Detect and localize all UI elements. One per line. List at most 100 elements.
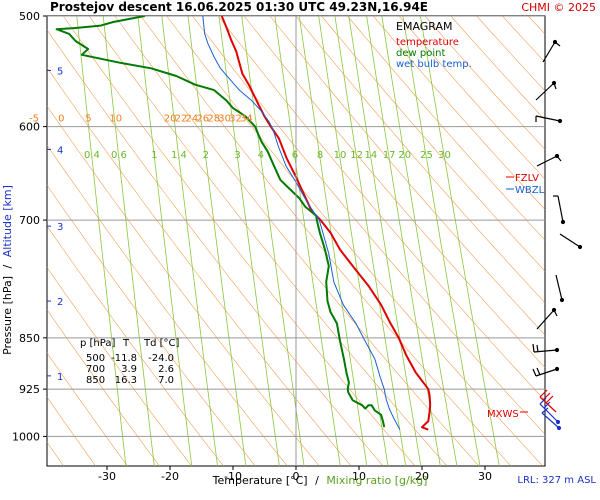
pressure-tick-label: 1000 <box>12 430 40 443</box>
wind-barb <box>536 153 562 167</box>
x-tick-label: -10 <box>224 470 242 483</box>
table-cell: 16.3 <box>115 375 137 386</box>
legend-dew-point: dew point <box>396 48 445 59</box>
dry-adiabat-line <box>47 352 128 466</box>
wind-barb <box>532 366 560 377</box>
wet-bulb-line <box>202 16 401 430</box>
x-tick-label: -30 <box>98 470 116 483</box>
mixing-ratio-line <box>298 16 368 466</box>
table-header-td: Td [°C] <box>143 338 180 349</box>
mixing-ratio-line <box>274 16 341 466</box>
dry-adiabat-line <box>424 16 545 150</box>
x-tick-label: -20 <box>161 470 179 483</box>
dry-adiabat-label: 28 <box>207 114 220 125</box>
mixing-ratio-line <box>187 16 247 466</box>
mxws-label: MXWS <box>487 409 519 420</box>
mixing-ratio-line <box>381 16 458 466</box>
dry-adiabat-label: 30 <box>218 114 231 125</box>
wind-barb <box>535 115 563 124</box>
wind-barb <box>539 397 561 425</box>
table-cell: 700 <box>86 364 105 375</box>
x-label-separator: / <box>315 474 319 487</box>
mixing-ratio-label: 12 <box>350 150 363 161</box>
mixing-ratio-label: 2 <box>203 150 209 161</box>
wbzl-marker: WBZL <box>506 185 545 196</box>
dry-adiabat-line <box>166 16 544 466</box>
pressure-tick-label: 500 <box>19 10 40 23</box>
dry-adiabat-label: 20 <box>164 114 177 125</box>
dry-adiabat-line <box>321 16 545 272</box>
dry-adiabat-line <box>192 16 545 435</box>
wbzl-label: WBZL <box>515 185 545 196</box>
pressure-tick-label: 600 <box>19 121 40 134</box>
dry-adiabat-label: 0 <box>58 114 64 125</box>
dry-adiabat-line <box>398 16 545 180</box>
altitude-tick-label: 1 <box>57 372 63 383</box>
credit-label: CHMI © 2025 <box>521 1 596 14</box>
dry-adiabat-line <box>47 105 320 466</box>
y-axis-title: Pressure [hPa] / Altitude [km] <box>1 185 14 355</box>
dry-adiabat-line <box>63 16 416 466</box>
wind-barb <box>542 39 561 63</box>
mixing-ratio-label: 0.4 <box>84 150 100 161</box>
mixing-ratio-line <box>348 16 422 466</box>
dry-adiabat-line <box>347 16 545 241</box>
mixing-ratio-line <box>318 16 389 466</box>
mixing-ratio-label: 14 <box>365 150 378 161</box>
lrl-label: LRL: 327 m ASL <box>517 475 596 486</box>
dry-adiabat-label: 26 <box>196 114 209 125</box>
x-tick-label: 20 <box>415 470 429 483</box>
wind-barb <box>532 343 560 353</box>
wind-barbs <box>532 39 583 431</box>
dry-adiabat-line <box>47 29 384 466</box>
dry-adiabat-label: 24 <box>186 114 199 125</box>
mixing-ratio-line <box>218 16 280 466</box>
mixing-ratio-label: 25 <box>420 150 433 161</box>
mixing-ratio-line <box>161 16 218 466</box>
x-tick-label: 10 <box>352 470 366 483</box>
table-cell: 2.6 <box>158 364 174 375</box>
dry-adiabat-label: 32 <box>229 114 242 125</box>
mixing-ratio-line <box>76 16 127 466</box>
dry-adiabat-line <box>269 16 545 336</box>
table-cell: 3.9 <box>121 364 137 375</box>
mixing-ratio-label: 8 <box>317 150 323 161</box>
dew-point-line <box>55 16 386 428</box>
legend-title: EMAGRAM <box>396 20 453 33</box>
dry-adiabat-label: 34 <box>240 114 253 125</box>
mxws-marker: MXWS <box>487 409 528 420</box>
mixing-ratio-label: 30 <box>438 150 451 161</box>
table-cell: -24.0 <box>148 353 174 364</box>
data-table: p [hPa] T Td [°C] 500 -11.8 -24.0 700 3.… <box>80 338 180 386</box>
wind-barb <box>536 307 558 330</box>
temperature-line <box>220 16 432 431</box>
wind-barb <box>535 80 557 101</box>
svg-text:Temperature [°C] /: Temperature [°C] / Mixing ratio [g/kg] <box>212 474 428 487</box>
x-axis-title: Temperature [°C] / Mixing ratio [g/kg] <box>212 474 428 487</box>
y-label-altitude: Altitude [km] <box>1 185 14 257</box>
x-label-temperature: Temperature [°C] <box>212 474 308 487</box>
dry-adiabat-label: 10 <box>109 114 122 125</box>
dry-adiabat-label: 22 <box>175 114 188 125</box>
altitude-tick-label: 4 <box>57 145 63 156</box>
mixing-ratio-label: 0.6 <box>111 150 127 161</box>
mixing-ratio-label: 6 <box>292 150 298 161</box>
mixing-ratio-line <box>402 16 481 466</box>
legend-temperature: temperature <box>396 37 459 48</box>
wind-barb <box>555 274 565 303</box>
dry-adiabat-line <box>47 184 256 466</box>
dry-adiabat-label: -5 <box>29 114 39 125</box>
altitude-tick-label: 3 <box>57 222 63 233</box>
dry-adiabat-line <box>47 67 352 466</box>
dry-adiabat-line <box>373 16 545 210</box>
dry-adiabat-line <box>218 16 545 402</box>
fzlv-label: FZLV <box>515 173 539 184</box>
dry-adiabat-line <box>47 225 224 466</box>
x-label-mixing: Mixing ratio [g/kg] <box>326 474 427 487</box>
table-header-t: T <box>122 338 130 349</box>
mixing-ratio-line <box>334 16 407 466</box>
mixing-ratio-label: 20 <box>398 150 411 161</box>
dry-adiabat-line <box>140 16 512 466</box>
table-cell: 500 <box>86 353 105 364</box>
mixing-ratio-line <box>102 16 155 466</box>
